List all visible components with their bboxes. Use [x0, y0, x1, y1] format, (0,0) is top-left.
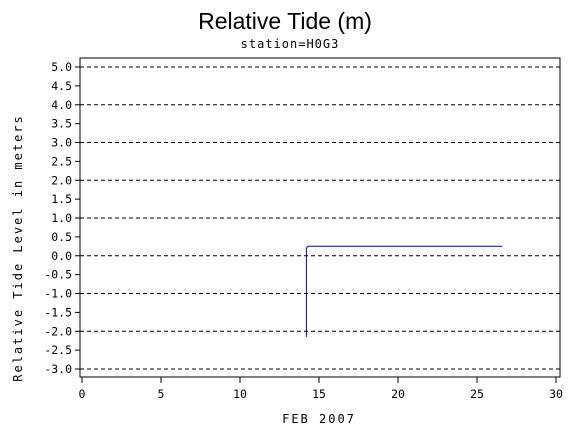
x-tick-label: 20 [391, 387, 405, 401]
x-tick-label: 5 [158, 387, 165, 401]
chart-title: Relative Tide (m) [198, 8, 372, 34]
y-tick-label: 0.0 [51, 249, 72, 263]
y-tick-label: -2.0 [44, 324, 72, 338]
y-tick-label: -2.5 [44, 343, 72, 357]
x-tick-label: 30 [549, 387, 563, 401]
chart-subtitle: station=H0G3 [241, 37, 340, 51]
y-axis-ticks: 5.0 4.5 4.0 3.5 3.0 2.5 2.0 1.5 1.0 0.5 0.0 -0.5 -1.… [44, 60, 80, 376]
y-tick-label: 4.5 [51, 79, 72, 93]
y-tick-label: -1.0 [44, 287, 72, 301]
y-tick-label: -1.5 [44, 305, 72, 319]
tide-series-line [305, 245, 503, 337]
y-tick-label: 3.5 [51, 117, 72, 131]
y-tick-label: 4.0 [51, 98, 72, 112]
grid-lines [80, 66, 560, 370]
y-tick-label: 0.5 [51, 230, 72, 244]
x-tick-label: 0 [79, 387, 86, 401]
y-tick-label: 3.0 [51, 136, 72, 150]
x-axis-label: FEB 2007 [282, 412, 356, 426]
y-tick-label: 1.5 [51, 192, 72, 206]
y-tick-label: 1.0 [51, 211, 72, 225]
y-tick-label: 2.5 [51, 154, 72, 168]
series-layer [305, 245, 503, 337]
y-axis-label: Relative Tide Level in meters [11, 114, 25, 382]
x-tick-label: 10 [233, 387, 247, 401]
x-tick-label: 15 [312, 387, 326, 401]
y-tick-label: -0.5 [44, 268, 72, 282]
y-tick-label: -3.0 [44, 362, 72, 376]
y-tick-label: 2.0 [51, 173, 72, 187]
x-tick-label: 25 [470, 387, 484, 401]
y-tick-label: 5.0 [51, 60, 72, 74]
x-axis-ticks: 0 5 10 15 20 25 30 [79, 377, 563, 401]
